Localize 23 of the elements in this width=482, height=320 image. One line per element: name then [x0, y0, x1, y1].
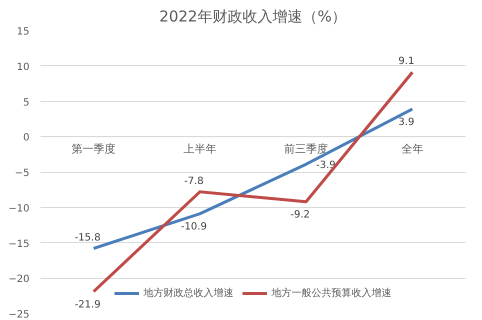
- legend-label: 地方一般公共预算收入增速: [272, 286, 392, 300]
- x-tick-label: 上半年: [183, 142, 216, 156]
- chart-title: 2022年财政收入增速（%）: [159, 8, 347, 26]
- data-label: -15.8: [74, 232, 101, 244]
- y-tick-label: −25: [8, 310, 30, 320]
- x-tick-label: 全年: [401, 142, 424, 156]
- data-label: 9.1: [398, 56, 414, 68]
- y-tick-label: 5: [23, 97, 30, 108]
- y-tick-label: 0: [23, 132, 30, 144]
- y-tick-label: −20: [8, 274, 30, 286]
- y-tick-label: −10: [8, 203, 30, 214]
- legend-label: 地方财政总收入增速: [144, 286, 234, 300]
- data-label: -21.9: [74, 300, 101, 311]
- y-tick-label: −5: [14, 168, 30, 179]
- y-tick-label: 10: [16, 62, 30, 73]
- data-label: 3.9: [398, 117, 414, 128]
- data-label: -9.2: [290, 210, 310, 221]
- data-label: -7.8: [184, 176, 204, 187]
- data-label: -10.9: [180, 222, 207, 233]
- y-tick-label: 15: [16, 26, 30, 38]
- x-tick-label: 第一季度: [72, 142, 116, 156]
- x-tick-label: 前三季度: [284, 142, 328, 156]
- y-tick-label: −15: [8, 238, 30, 250]
